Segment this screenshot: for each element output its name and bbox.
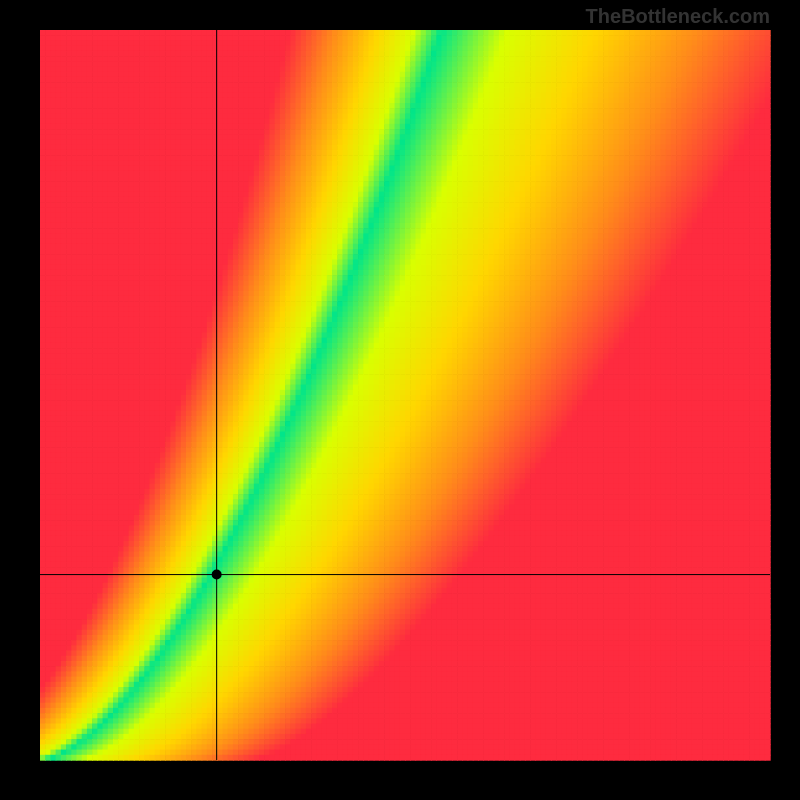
attribution-label: TheBottleneck.com — [586, 6, 770, 29]
bottleneck-heatmap — [0, 0, 800, 800]
chart-container: TheBottleneck.com — [0, 0, 800, 800]
